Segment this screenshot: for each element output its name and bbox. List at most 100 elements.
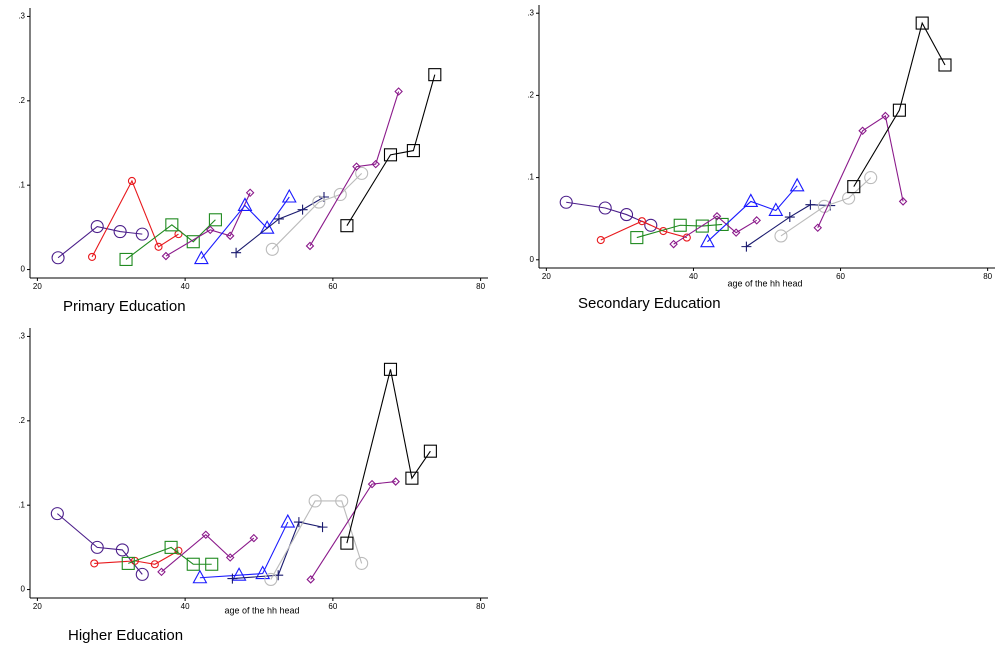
panel: 0 .1 .2 .3 20 40 60 80 Primary Education xyxy=(18,8,488,315)
marker xyxy=(743,193,759,207)
marker xyxy=(273,213,284,224)
panel: 0 .1 .2 .3 20 40 60 80 age of the hh head Seconda… xyxy=(527,5,995,312)
marker xyxy=(90,219,104,234)
marker xyxy=(293,517,304,528)
marker xyxy=(249,533,259,543)
marker xyxy=(186,235,200,249)
marker xyxy=(752,216,761,225)
marker xyxy=(858,126,867,136)
series-line xyxy=(125,219,216,260)
x-tick-label: 60 xyxy=(328,282,337,291)
marker xyxy=(164,540,178,554)
marker xyxy=(264,572,278,586)
marker xyxy=(383,362,398,376)
marker xyxy=(121,556,135,570)
marker xyxy=(113,225,127,239)
series-line xyxy=(780,177,872,237)
marker xyxy=(340,219,354,233)
marker xyxy=(355,556,369,570)
series-line xyxy=(853,21,946,187)
marker xyxy=(165,218,179,232)
x-tick-label: 40 xyxy=(181,282,190,291)
marker xyxy=(161,251,171,261)
marker xyxy=(130,556,139,565)
marker xyxy=(205,225,215,235)
y-tick-label: .2 xyxy=(18,416,25,425)
series-line xyxy=(161,533,255,573)
marker xyxy=(231,567,247,581)
marker xyxy=(892,103,906,117)
marker xyxy=(355,166,369,180)
marker xyxy=(127,176,136,186)
series-line xyxy=(128,546,212,565)
x-tick-label: 80 xyxy=(983,272,992,281)
marker xyxy=(135,227,149,241)
marker xyxy=(712,211,722,221)
marker xyxy=(774,229,788,243)
marker xyxy=(371,159,380,169)
panel-title: Higher Education xyxy=(68,627,183,644)
x-tick-label: 60 xyxy=(328,602,337,611)
panel-title: Secondary Education xyxy=(578,295,721,312)
x-tick-label: 20 xyxy=(33,282,42,291)
marker xyxy=(391,477,400,486)
marker xyxy=(340,536,354,550)
marker xyxy=(90,540,104,554)
marker xyxy=(768,202,784,217)
marker xyxy=(193,250,209,265)
marker xyxy=(186,557,200,571)
marker xyxy=(423,444,437,458)
marker xyxy=(154,242,163,251)
x-axis-label: age of the hh head xyxy=(727,278,802,288)
marker xyxy=(306,575,315,584)
marker xyxy=(317,522,328,533)
marker xyxy=(805,199,816,210)
marker xyxy=(383,148,398,162)
series-line xyxy=(200,196,290,259)
marker xyxy=(428,68,442,82)
series-line xyxy=(309,91,400,247)
x-axis-label: age of the hh head xyxy=(224,605,299,615)
marker xyxy=(208,213,222,227)
y-tick-label: 0 xyxy=(21,585,26,594)
marker xyxy=(245,188,255,198)
series-line xyxy=(199,521,289,579)
marker xyxy=(205,557,219,571)
marker xyxy=(847,180,861,194)
marker xyxy=(335,494,349,508)
marker xyxy=(192,569,208,584)
x-tick-label: 20 xyxy=(542,272,551,281)
marker xyxy=(669,239,678,249)
x-tick-label: 80 xyxy=(476,282,485,291)
marker xyxy=(88,252,97,261)
marker xyxy=(559,195,573,209)
marker xyxy=(598,201,612,215)
series-line xyxy=(346,369,431,544)
marker xyxy=(352,162,361,171)
series-line xyxy=(94,550,179,565)
marker xyxy=(864,171,878,185)
series-line xyxy=(91,179,179,258)
y-tick-label: 0 xyxy=(21,265,26,274)
marker xyxy=(406,144,420,158)
marker xyxy=(367,479,377,489)
marker xyxy=(225,231,235,241)
y-tick-label: .2 xyxy=(18,96,25,105)
marker xyxy=(700,233,715,248)
marker xyxy=(281,188,297,203)
marker xyxy=(938,58,952,72)
marker xyxy=(259,220,275,234)
marker xyxy=(394,87,403,96)
marker xyxy=(715,217,729,231)
series-line xyxy=(270,500,363,580)
marker xyxy=(644,218,658,232)
x-tick-label: 20 xyxy=(33,602,42,611)
series-line xyxy=(232,521,323,580)
marker xyxy=(308,494,322,508)
marker xyxy=(741,241,752,252)
marker xyxy=(201,530,211,539)
marker xyxy=(915,16,929,30)
x-tick-label: 60 xyxy=(836,272,845,281)
marker xyxy=(135,567,149,581)
